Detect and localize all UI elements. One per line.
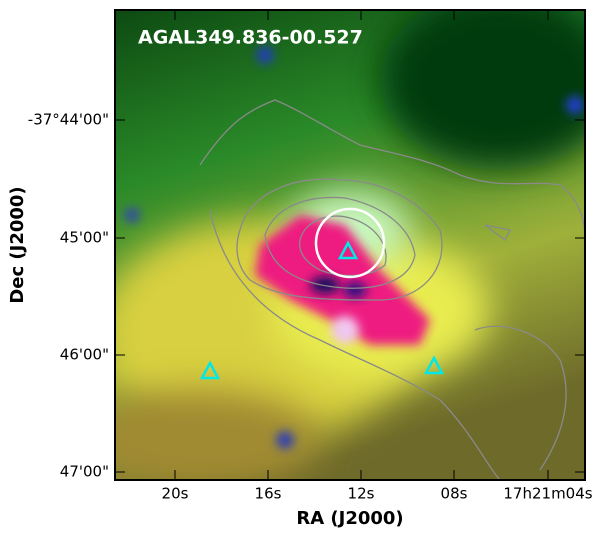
x-tick-label: 17h21m04s	[503, 485, 592, 503]
ticks: 20s 16s 12s 08s 17h21m04s -37°44'00" 45'00" 46'…	[28, 10, 593, 503]
x-tick-label: 12s	[348, 485, 375, 503]
x-axis-label: RA (J2000)	[296, 508, 403, 529]
frame	[114, 9, 586, 481]
x-tick-label: 20s	[162, 485, 189, 503]
image	[115, 10, 585, 480]
y-tick-label: -37°44'00"	[28, 111, 109, 129]
y-axis-label: Dec (J2000)	[7, 186, 28, 303]
y-tick-label: 45'00"	[60, 229, 109, 247]
x-tick-label: 08s	[441, 485, 468, 503]
title: AGAL349.836-00.527	[138, 27, 363, 49]
y-tick-label: 47'00"	[60, 463, 109, 481]
x-tick-label: 16s	[255, 485, 282, 503]
y-tick-label: 46'00"	[60, 346, 109, 364]
